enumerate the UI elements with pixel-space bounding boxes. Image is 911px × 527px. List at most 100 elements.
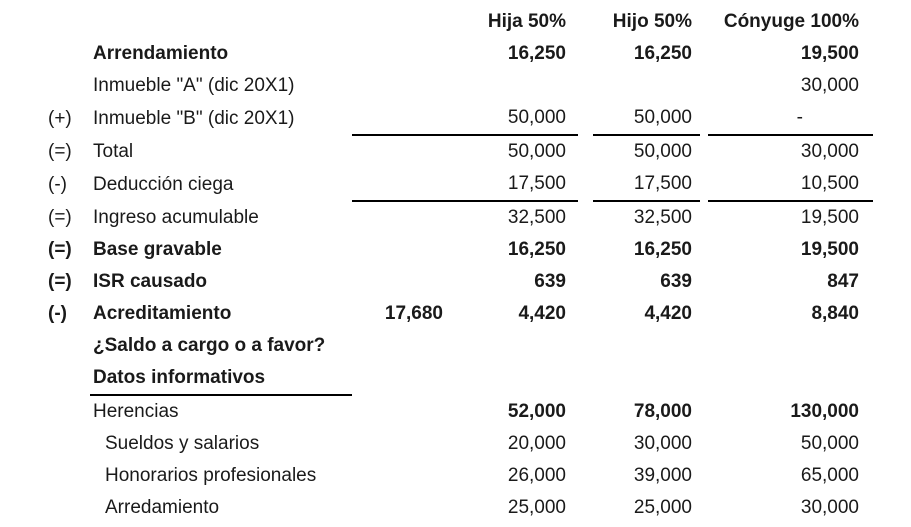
column-spacer	[578, 70, 593, 102]
row-operator: (+)	[48, 107, 72, 129]
row-value-hija: 16,250	[507, 43, 566, 64]
column-spacer	[578, 38, 593, 70]
row-value-hijo: 17,500	[593, 168, 700, 202]
table-row: Arredamiento 25,000 25,000 30,000	[40, 492, 873, 524]
column-header-conyuge: Cónyuge 100%	[723, 11, 859, 32]
row-value-hija: 639	[534, 271, 566, 292]
row-value-extra	[352, 135, 455, 168]
column-spacer	[700, 460, 708, 492]
table-row: Herencias 52,000 78,000 130,000	[40, 395, 873, 428]
row-label: ¿Saldo a cargo o a favor?	[93, 335, 326, 356]
column-spacer	[578, 266, 593, 298]
row-operator	[40, 38, 90, 70]
row-label: Deducción ciega	[93, 173, 234, 195]
row-label: Ingreso acumulable	[93, 206, 259, 228]
row-value-extra: 17,680	[384, 303, 443, 324]
row-operator: (=)	[48, 140, 72, 162]
row-label: Arredamiento	[105, 497, 220, 518]
column-spacer	[578, 395, 593, 428]
row-operator	[40, 428, 90, 460]
column-spacer	[578, 362, 593, 395]
row-value-conyuge: 8,840	[811, 303, 859, 324]
header-spacer-op	[40, 6, 90, 38]
column-spacer	[700, 330, 708, 362]
table-row: (+) Inmueble "B" (dic 20X1) 50,000 50,00…	[40, 102, 873, 136]
row-operator: (=)	[48, 271, 72, 292]
header-spacer-extra	[352, 6, 455, 38]
column-spacer	[578, 428, 593, 460]
table-row: ¿Saldo a cargo o a favor?	[40, 330, 873, 362]
row-value-hijo: 4,420	[644, 303, 692, 324]
column-spacer	[578, 102, 593, 135]
row-operator: (-)	[48, 173, 67, 195]
column-spacer	[700, 70, 708, 102]
row-value-extra	[352, 428, 455, 460]
row-label: Honorarios profesionales	[105, 465, 317, 486]
row-value-hijo: 16,250	[633, 239, 692, 260]
header-spacer-label	[90, 6, 352, 38]
row-value-conyuge: 19,500	[800, 43, 859, 64]
column-spacer	[700, 234, 708, 266]
row-value-conyuge: 30,000	[800, 141, 859, 162]
row-value-hija: 32,500	[507, 207, 566, 228]
row-value-extra	[352, 201, 455, 234]
table-row: Arrendamiento 16,250 16,250 19,500	[40, 38, 873, 70]
row-label: Total	[93, 140, 134, 162]
row-value-extra	[352, 266, 455, 298]
row-value-hijo	[593, 70, 700, 102]
row-operator: (-)	[48, 303, 67, 324]
column-spacer	[700, 362, 708, 395]
row-value-hija	[455, 362, 578, 395]
column-spacer	[578, 298, 593, 330]
tax-computation-table: Hija 50% Hijo 50% Cónyuge 100% Arrendami…	[40, 6, 873, 524]
column-spacer	[700, 6, 708, 38]
row-value-hijo: 78,000	[633, 400, 692, 422]
table-row: (=) Ingreso acumulable 32,500 32,500 19,…	[40, 201, 873, 234]
row-value-hija: 4,420	[518, 303, 566, 324]
column-spacer	[578, 492, 593, 524]
row-value-hija: 50,000	[507, 141, 566, 162]
header-row: Hija 50% Hijo 50% Cónyuge 100%	[40, 6, 873, 38]
row-label: Base gravable	[93, 239, 222, 260]
row-value-conyuge: 50,000	[800, 433, 859, 454]
row-label: Arrendamiento	[93, 43, 229, 64]
row-value-hijo: 25,000	[633, 497, 692, 518]
row-label: Sueldos y salarios	[105, 433, 260, 454]
row-operator	[40, 330, 90, 362]
row-value-extra	[352, 492, 455, 524]
row-value-hijo: 32,500	[633, 207, 692, 228]
row-value-extra	[352, 460, 455, 492]
row-operator	[40, 460, 90, 492]
row-value-conyuge: -	[708, 102, 873, 136]
row-value-hija: 50,000	[455, 102, 578, 136]
row-operator	[40, 395, 90, 428]
row-value-conyuge	[708, 362, 873, 395]
column-spacer	[578, 234, 593, 266]
row-value-extra	[352, 38, 455, 70]
row-value-conyuge: 30,000	[800, 75, 859, 96]
row-value-conyuge: 130,000	[790, 400, 859, 422]
column-spacer	[700, 298, 708, 330]
row-value-hija: 17,500	[455, 168, 578, 202]
row-value-hijo: 50,000	[593, 102, 700, 136]
column-spacer	[700, 266, 708, 298]
table-row: (=) Total 50,000 50,000 30,000	[40, 135, 873, 168]
row-value-hijo: 50,000	[633, 141, 692, 162]
row-label: Datos informativos	[90, 362, 352, 396]
row-value-conyuge: 65,000	[800, 465, 859, 486]
row-value-hija: 52,000	[507, 400, 566, 422]
table-row: (=) ISR causado 639 639 847	[40, 266, 873, 298]
column-spacer	[578, 201, 593, 234]
row-operator	[40, 362, 90, 395]
column-spacer	[700, 135, 708, 168]
row-value-conyuge: 10,500	[708, 168, 873, 202]
row-value-hijo	[593, 362, 700, 395]
table-row: Datos informativos	[40, 362, 873, 396]
row-value-hijo: 639	[660, 271, 692, 292]
row-value-hija: 16,250	[507, 239, 566, 260]
column-spacer	[578, 168, 593, 201]
table-row: (=) Base gravable 16,250 16,250 19,500	[40, 234, 873, 266]
table-row: (-) Acreditamiento 17,680 4,420 4,420 8,…	[40, 298, 873, 330]
row-value-extra	[352, 362, 455, 395]
row-value-hija: 26,000	[507, 465, 566, 486]
